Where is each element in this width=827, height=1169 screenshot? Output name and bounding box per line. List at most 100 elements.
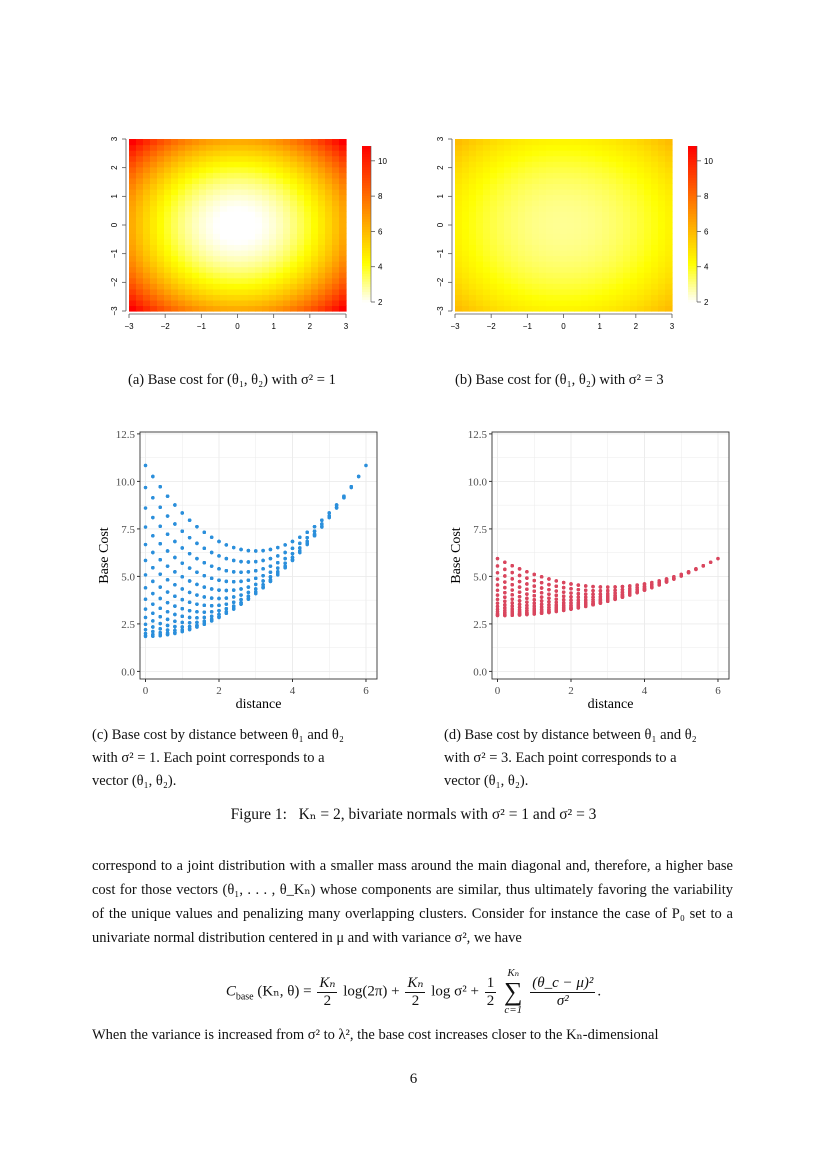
heatmap-cell	[241, 155, 249, 162]
colorbar-segment	[688, 299, 697, 303]
heatmap-cell	[269, 188, 277, 196]
heatmap-cell	[567, 166, 575, 173]
heatmap-cell	[143, 166, 151, 173]
heatmap-cell	[511, 188, 519, 196]
heatmap-cell	[553, 222, 561, 229]
heatmap-cell	[483, 161, 491, 168]
heatmap-cell	[651, 161, 659, 168]
heatmap-cell	[311, 255, 319, 262]
data-point	[195, 610, 199, 614]
heatmap-cell	[595, 144, 603, 151]
heatmap-cell	[220, 261, 228, 268]
data-point	[583, 592, 588, 596]
heatmap-cell	[171, 244, 179, 251]
heatmap-cell	[588, 244, 596, 251]
heatmap-cell	[248, 144, 256, 151]
heatmap-cell	[476, 277, 484, 284]
data-point	[217, 567, 221, 571]
heatmap-cell	[595, 244, 603, 251]
heatmap-cell	[455, 200, 463, 207]
heatmap-cell	[665, 150, 673, 157]
eq-frac-num: Kₙ	[317, 974, 338, 993]
heatmap-cell	[658, 205, 666, 212]
heatmap-cell	[185, 249, 193, 257]
heatmap-cell	[339, 299, 347, 307]
heatmap-cell	[560, 294, 568, 301]
heatmap-cell	[157, 261, 165, 268]
data-point	[539, 595, 544, 599]
heatmap-cell	[455, 194, 463, 201]
heatmap-cell	[455, 266, 463, 273]
data-point	[320, 522, 324, 526]
heatmap-cell	[150, 233, 158, 240]
heatmap-cell	[206, 211, 214, 218]
heatmap-cell	[469, 155, 477, 162]
heatmap-cell	[262, 150, 270, 157]
y-tick-label: 3	[110, 136, 119, 141]
heatmap-cell	[595, 261, 603, 268]
heatmap-cell	[255, 139, 263, 146]
data-point	[620, 587, 625, 592]
heatmap-cell	[129, 216, 137, 223]
heatmap-cell	[143, 161, 151, 168]
heatmap-cell	[574, 155, 582, 162]
heatmap-cell	[518, 305, 526, 312]
colorbar-segment	[688, 172, 697, 176]
heatmap-cell	[129, 205, 137, 212]
heatmap-cell	[136, 238, 144, 246]
heatmap-cell	[588, 255, 596, 262]
heatmap-cell	[325, 166, 333, 173]
heatmap-cell	[220, 205, 228, 212]
heatmap-cell	[546, 222, 554, 229]
heatmap-cell	[504, 194, 512, 201]
heatmap-cell	[129, 155, 137, 162]
heatmap-cell	[171, 177, 179, 184]
heatmap-cell	[269, 261, 277, 268]
heatmap-cell	[553, 188, 561, 196]
heatmap-cell	[325, 205, 333, 212]
heatmap-cell	[283, 183, 291, 190]
colorbar-segment	[362, 294, 371, 298]
colorbar-segment	[688, 195, 697, 199]
heatmap-cell	[469, 299, 477, 307]
heatmap-cell	[623, 238, 631, 246]
heatmap-cell	[665, 238, 673, 246]
heatmap-cell	[574, 255, 582, 262]
colorbar-segment	[688, 289, 697, 293]
data-point	[606, 588, 610, 593]
colorbar-segment	[362, 268, 371, 272]
data-point	[510, 564, 514, 568]
heatmap-cell	[609, 238, 617, 246]
heatmap-cell	[567, 144, 575, 151]
heatmap-cell	[290, 188, 298, 196]
heatmap-cell	[623, 244, 631, 251]
heatmap-cell	[581, 277, 589, 284]
caption-c: (c) Base cost by distance between θ₁ and…	[92, 724, 392, 793]
heatmap-cell	[532, 216, 540, 223]
heatmap-cell	[665, 222, 673, 229]
heatmap-cell	[476, 216, 484, 223]
heatmap-cell	[199, 227, 207, 234]
heatmap-cell	[304, 161, 312, 168]
heatmap-cell	[269, 299, 277, 307]
heatmap-cell	[297, 150, 305, 157]
heatmap-cell	[511, 211, 519, 218]
heatmap-cell	[658, 299, 666, 307]
data-point	[187, 590, 192, 595]
heatmap-cell	[546, 183, 554, 190]
heatmap-cell	[623, 144, 631, 151]
heatmap-cell	[630, 194, 638, 201]
heatmap-cell	[455, 288, 463, 295]
heatmap-cell	[595, 266, 603, 273]
heatmap-cell	[192, 283, 200, 290]
heatmap-cell	[490, 244, 498, 251]
data-point	[217, 612, 221, 617]
heatmap-cell	[504, 172, 512, 179]
data-point	[547, 577, 551, 581]
data-point	[576, 601, 581, 605]
heatmap-cell	[476, 166, 484, 173]
heatmap-cell	[539, 177, 547, 184]
heatmap-cell	[318, 188, 326, 196]
heatmap-cell	[213, 216, 221, 223]
heatmap-cell	[171, 216, 179, 223]
